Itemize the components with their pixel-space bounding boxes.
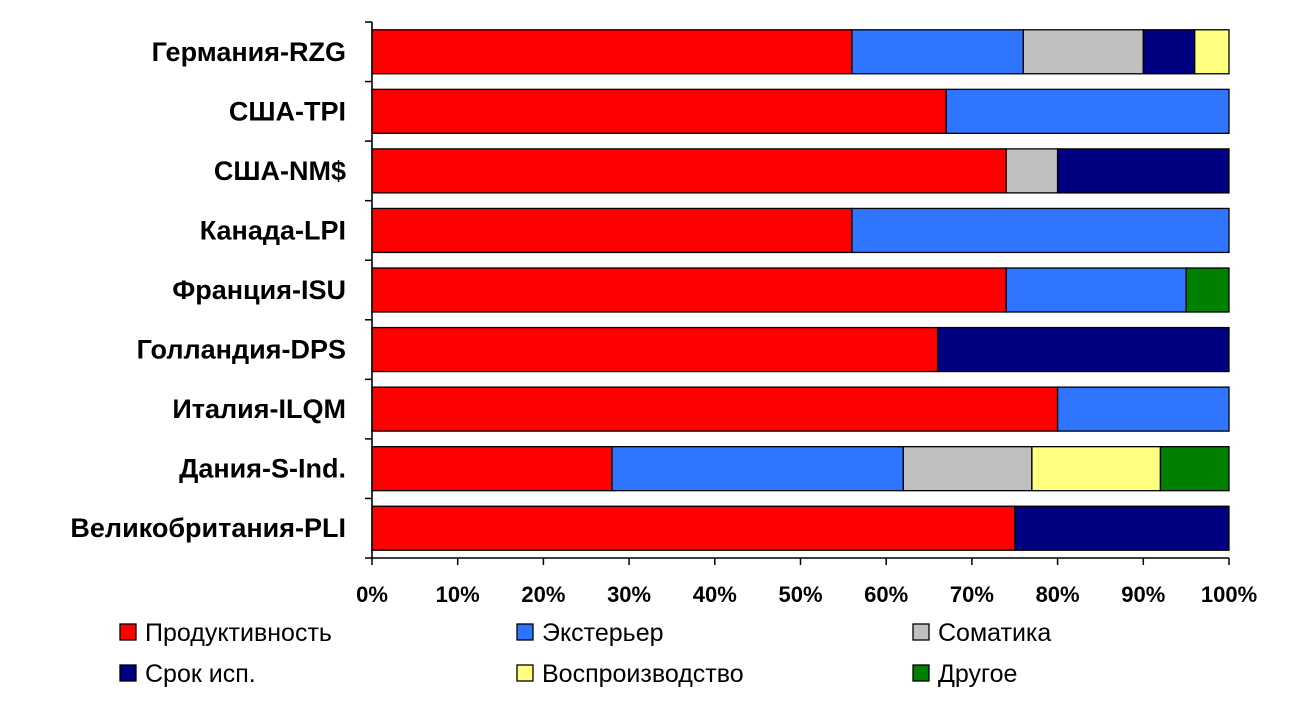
bar-segment xyxy=(1142,29,1196,75)
bar-segment xyxy=(371,88,947,134)
legend-label: Экстерьер xyxy=(542,619,664,647)
x-tick-label: 50% xyxy=(778,582,822,607)
bar-segment xyxy=(851,207,1230,254)
category-label: США-TPI xyxy=(229,96,346,126)
bar-segment xyxy=(902,446,1033,492)
bar-segment xyxy=(371,446,613,492)
x-tick-label: 60% xyxy=(864,582,908,607)
bar-segment xyxy=(1005,148,1059,194)
x-tick-label: 100% xyxy=(1201,582,1257,607)
category-labels: Германия-RZG США-TPI США-NM$ Канада-LPI Фран… xyxy=(70,37,346,543)
legend-item: Продуктивность xyxy=(119,619,332,647)
legend-label: Воспроизводство xyxy=(542,660,744,688)
legend-swatch xyxy=(516,623,534,641)
legend-swatch xyxy=(119,664,137,682)
legend-label: Соматика xyxy=(938,619,1051,647)
legend-item: Соматика xyxy=(912,619,1051,647)
bar-segment xyxy=(1005,267,1187,313)
bar-segment xyxy=(371,207,853,254)
category-label: Голландия-DPS xyxy=(137,335,346,365)
bar-segment xyxy=(1159,446,1230,492)
x-tick-label: 90% xyxy=(1121,582,1165,607)
category-label: Дания-S-Ind. xyxy=(179,454,346,484)
x-tick-label: 30% xyxy=(607,582,651,607)
bar-segment xyxy=(936,326,1230,373)
x-tick-label: 20% xyxy=(521,582,565,607)
bar-segment xyxy=(1031,446,1162,492)
bars-group xyxy=(371,29,1230,551)
legend-swatch xyxy=(516,664,534,682)
legend-swatch xyxy=(912,664,930,682)
legend-item: Другое xyxy=(912,660,1017,688)
x-tick-label: 0% xyxy=(356,582,388,607)
bar-segment xyxy=(851,29,1024,75)
bar-segment xyxy=(611,446,904,492)
x-tick-label: 80% xyxy=(1036,582,1080,607)
axes-group xyxy=(365,21,1230,565)
x-tick-labels: 0% 10% 20% 30% 40% 50% 60% 70% 80% 90% 100% xyxy=(356,582,1257,607)
legend-label: Срок исп. xyxy=(145,660,256,688)
category-label: США-NM$ xyxy=(214,156,346,186)
bar-segment xyxy=(371,386,1059,432)
legend-item: Срок исп. xyxy=(119,660,256,688)
bar-segment xyxy=(1056,386,1230,432)
category-label: Великобритания-PLI xyxy=(70,513,346,543)
bar-segment xyxy=(371,29,853,75)
bar-segment xyxy=(1056,148,1230,194)
legend-item: Воспроизводство xyxy=(516,660,744,688)
category-label: Франция-ISU xyxy=(172,275,346,305)
legend-swatch xyxy=(119,623,137,641)
category-label: Италия-ILQM xyxy=(172,394,346,424)
bar-segment xyxy=(1022,29,1144,75)
bar-segment xyxy=(1194,29,1230,75)
bar-segment xyxy=(371,148,1007,194)
x-tick-label: 10% xyxy=(436,582,480,607)
bar-segment xyxy=(1014,505,1230,551)
legend-item: Экстерьер xyxy=(516,619,664,647)
bar-segment xyxy=(1185,267,1230,313)
x-tick-label: 40% xyxy=(693,582,737,607)
bar-segment xyxy=(371,267,1007,313)
legend-swatch xyxy=(912,623,930,641)
legend-label: Продуктивность xyxy=(145,619,332,647)
category-label: Германия-RZG xyxy=(152,37,346,67)
legend-label: Другое xyxy=(938,660,1017,688)
bar-segment xyxy=(945,88,1230,134)
category-label: Канада-LPI xyxy=(200,215,346,245)
legend: Продуктивность Экстерьер Соматика Срок исп.… xyxy=(119,619,1051,688)
bar-segment xyxy=(371,326,939,373)
bar-segment xyxy=(371,505,1016,551)
x-tick-label: 70% xyxy=(950,582,994,607)
